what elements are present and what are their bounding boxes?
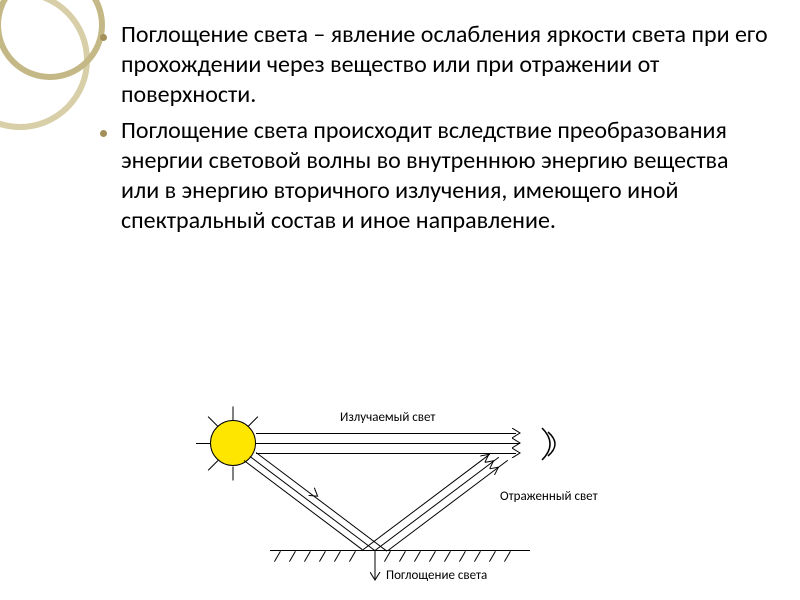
label-absorbed: Поглощение света (386, 568, 487, 583)
slide-content: Поглощение света – явление ослабления яр… (100, 20, 770, 242)
reflected-ray (388, 460, 508, 551)
bullet-item: Поглощение света происходит вследствие п… (100, 116, 770, 236)
emitted-ray (256, 453, 516, 454)
light-absorption-diagram: Излучаемый свет Отраженный свет Поглощен… (180, 390, 600, 590)
bullet-dot-icon (100, 34, 107, 41)
label-emitted: Излучаемый свет (340, 410, 435, 425)
sun-ray (233, 467, 234, 481)
bullet-text: Поглощение света происходит вследствие п… (121, 116, 770, 236)
bullet-item: Поглощение света – явление ослабления яр… (100, 20, 770, 110)
bullet-text: Поглощение света – явление ослабления яр… (121, 20, 770, 110)
eye-icon (540, 426, 580, 462)
emitted-ray (256, 433, 516, 434)
arrowhead-icon (512, 428, 528, 458)
sun-ray (248, 416, 259, 427)
sun-ray (208, 460, 219, 471)
sun-ray (233, 407, 234, 421)
incident-ray (256, 452, 388, 551)
arrowhead-icon (370, 572, 382, 582)
incident-ray (250, 456, 375, 551)
incident-ray (244, 460, 363, 550)
label-reflected: Отраженный свет (500, 490, 590, 504)
label-reflected-text: Отраженный свет (500, 490, 590, 504)
sun-ray (196, 443, 210, 444)
reflected-ray (375, 457, 499, 551)
emitted-ray (256, 443, 520, 444)
bullet-dot-icon (100, 130, 107, 137)
sun-icon (210, 420, 256, 466)
reflected-ray (362, 454, 490, 551)
